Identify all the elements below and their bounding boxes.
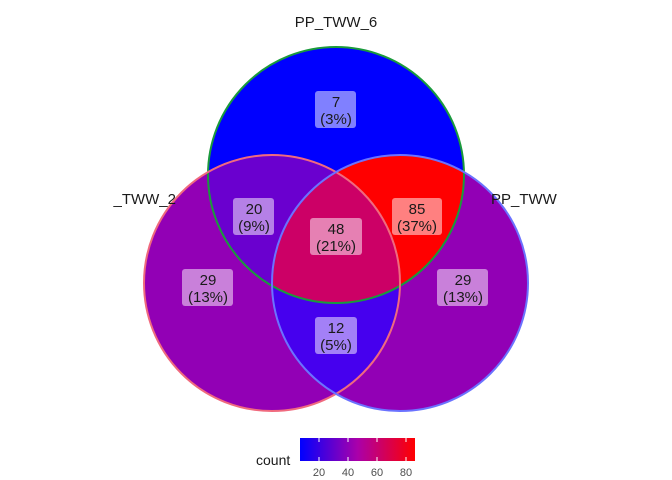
region-count: 29 xyxy=(200,272,217,289)
region-count: 29 xyxy=(455,272,472,289)
region-label-center: 48 (21%) xyxy=(310,218,362,255)
region-label-left-only: 29 (13%) xyxy=(182,269,233,306)
set-label-pp-tww: PP_TWW xyxy=(491,191,558,208)
region-percent: (3%) xyxy=(320,111,352,128)
legend-tick-label: 40 xyxy=(342,467,354,479)
region-label-top-right: 85 (37%) xyxy=(392,198,442,235)
region-count: 48 xyxy=(328,221,345,238)
legend-tick-label: 20 xyxy=(313,467,325,479)
region-label-bottom: 12 (5%) xyxy=(315,317,357,354)
set-outline-tww-2 xyxy=(143,154,401,412)
region-label-right-only: 29 (13%) xyxy=(437,269,488,306)
region-percent: (13%) xyxy=(188,289,228,306)
set-label-tww-2: _TWW_2 xyxy=(112,191,176,208)
region-label-top-left: 20 (9%) xyxy=(233,198,274,235)
region-label-box xyxy=(315,317,357,354)
set-outline-pp-tww xyxy=(271,154,529,412)
region-label-box xyxy=(437,269,488,306)
region-label-box xyxy=(182,269,233,306)
region-percent: (21%) xyxy=(316,238,356,255)
color-legend: count 20 40 60 80 xyxy=(256,438,415,479)
region-count: 7 xyxy=(332,94,340,111)
region-center xyxy=(272,155,400,303)
region-label-box xyxy=(392,198,442,235)
set-label-pp-tww-6: PP_TWW_6 xyxy=(295,14,378,31)
region-percent: (5%) xyxy=(320,337,352,354)
set-outline-pp-tww-6 xyxy=(207,46,465,304)
region-count: 20 xyxy=(246,201,263,218)
region-percent: (13%) xyxy=(443,289,483,306)
legend-title: count xyxy=(256,452,290,468)
region-label-box xyxy=(315,91,356,128)
legend-tick-marks xyxy=(318,438,407,461)
region-percent: (9%) xyxy=(238,218,270,235)
region-count: 12 xyxy=(328,320,345,337)
region-percent: (37%) xyxy=(397,218,437,235)
legend-colorbar xyxy=(300,438,415,461)
region-label-box xyxy=(310,218,362,255)
region-label-top-only: 7 (3%) xyxy=(315,91,356,128)
legend-tick-label: 60 xyxy=(371,467,383,479)
legend-tick-label: 80 xyxy=(400,467,412,479)
region-label-box xyxy=(233,198,274,235)
region-count: 85 xyxy=(409,201,426,218)
